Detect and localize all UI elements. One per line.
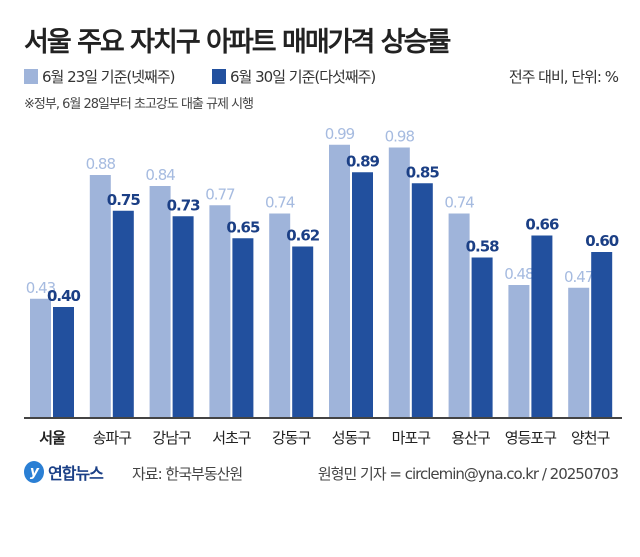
value-label: 0.43 xyxy=(26,279,56,297)
bar xyxy=(471,257,493,417)
value-label: 0.58 xyxy=(466,238,500,256)
legend-label: 6월 30일 기준(다섯째주) xyxy=(230,68,376,86)
value-label: 0.74 xyxy=(444,194,474,212)
bar xyxy=(388,147,410,417)
x-tick-label: 서울 xyxy=(39,429,66,447)
value-label: 0.84 xyxy=(145,166,175,184)
x-tick-label: 성동구 xyxy=(332,429,371,447)
logo-text: 연합뉴스 xyxy=(48,464,104,483)
value-label: 0.73 xyxy=(167,196,201,214)
legend-label: 6월 23일 기준(넷째주) xyxy=(42,68,175,86)
value-label: 0.89 xyxy=(346,152,380,170)
bar xyxy=(232,238,254,417)
x-tick-label: 강동구 xyxy=(272,429,311,447)
legend-item-week4: 6월 23일 기준(넷째주) xyxy=(24,66,175,87)
unit-note: 전주 대비, 단위: % xyxy=(508,68,619,86)
value-label: 0.66 xyxy=(525,216,559,234)
bar-chart: 0.430.40 서울 0.88 0.75 송파구 0.84 0.73 강남구 0.77 0.65… xyxy=(24,125,622,447)
logo: y 연합뉴스 xyxy=(24,460,104,484)
x-tick-label: 마포구 xyxy=(392,429,431,447)
value-label: 0.77 xyxy=(205,185,235,203)
value-label: 0.88 xyxy=(86,155,116,173)
bar xyxy=(329,144,350,417)
yonhap-logo-icon: y xyxy=(24,461,44,483)
bar xyxy=(531,235,553,417)
value-label: 0.40 xyxy=(47,287,81,305)
bar xyxy=(53,307,74,417)
bar xyxy=(411,183,433,417)
bar xyxy=(448,213,470,417)
value-label: 0.85 xyxy=(406,163,440,181)
bar xyxy=(209,205,231,417)
x-tick-label: 영등포구 xyxy=(505,429,556,447)
value-label: 0.60 xyxy=(585,232,619,250)
footnote: ※정부, 6월 28일부터 초고강도 대출 규제 시행 xyxy=(24,97,254,112)
bar xyxy=(172,216,194,417)
source: 자료: 한국부동산원 xyxy=(132,465,243,483)
bar xyxy=(568,287,590,417)
x-tick-label: 서초구 xyxy=(212,429,251,447)
bar xyxy=(292,246,314,417)
value-label: 0.98 xyxy=(385,128,415,146)
legend-swatch xyxy=(24,69,38,84)
bar xyxy=(352,172,373,417)
legend-swatch xyxy=(212,69,226,84)
value-label: 0.65 xyxy=(226,218,260,236)
chart-title: 서울 주요 자치구 아파트 매매가격 상승률 xyxy=(24,27,451,58)
bar xyxy=(112,210,134,417)
value-label: 0.74 xyxy=(265,194,295,212)
bar xyxy=(591,252,613,417)
value-label: 0.47 xyxy=(564,268,594,286)
value-label: 0.48 xyxy=(504,265,534,283)
value-label: 0.62 xyxy=(286,227,320,245)
legend-item-week5: 6월 30일 기준(다섯째주) xyxy=(212,66,376,87)
bar xyxy=(149,186,171,417)
x-tick-label: 강남구 xyxy=(152,429,191,447)
x-tick-label: 송파구 xyxy=(93,429,132,447)
value-label: 0.75 xyxy=(107,191,141,209)
bar xyxy=(269,213,291,417)
x-tick-label: 용산구 xyxy=(451,429,490,447)
bar xyxy=(30,298,51,417)
value-label: 0.99 xyxy=(325,125,355,143)
x-tick-label: 양천구 xyxy=(571,429,610,447)
bar xyxy=(89,175,111,417)
bar xyxy=(508,285,530,417)
credit: 원형민 기자 = circlemin@yna.co.kr / 20250703 xyxy=(317,465,619,483)
